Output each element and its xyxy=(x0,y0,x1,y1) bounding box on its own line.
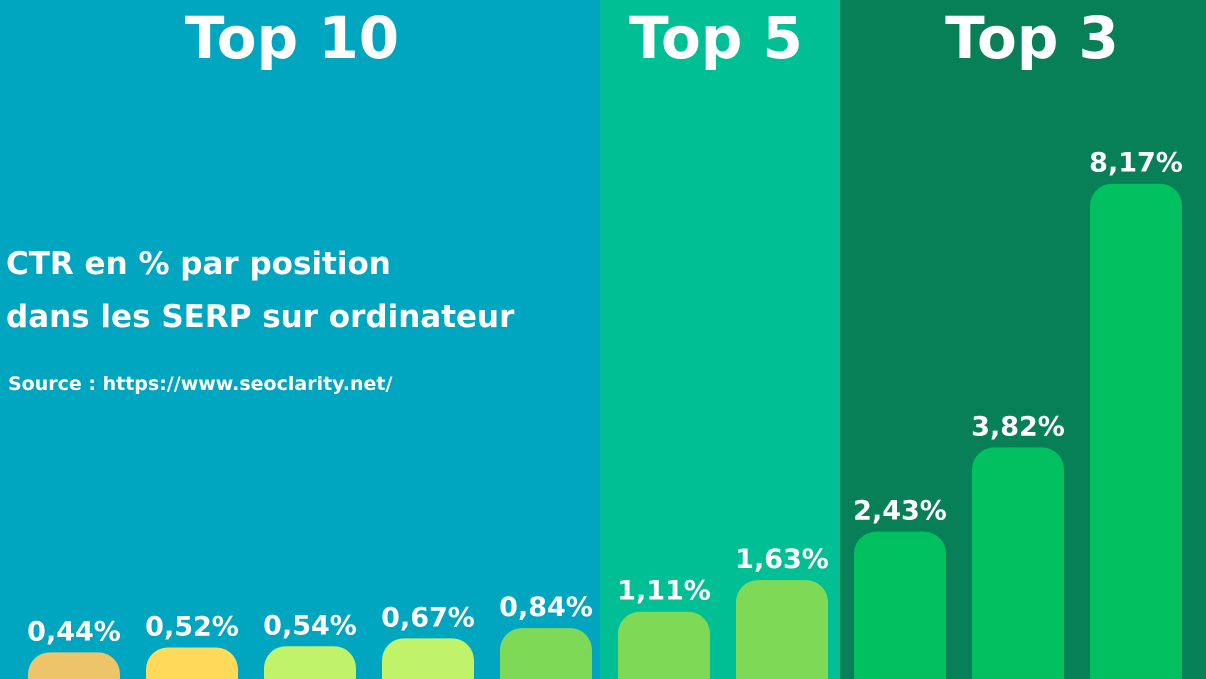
chart-title: dans les SERP sur ordinateur xyxy=(6,299,515,335)
value-label: 0,84% xyxy=(499,592,593,623)
bar xyxy=(854,531,946,679)
bar xyxy=(736,580,828,679)
bar xyxy=(264,646,356,679)
bar xyxy=(618,611,710,679)
bar xyxy=(1090,183,1182,679)
source: Source : https://www.seoclarity.net/ xyxy=(8,373,393,395)
value-label: 0,44% xyxy=(27,616,121,647)
section-bg xyxy=(600,0,840,679)
value-label: 0,67% xyxy=(381,602,475,633)
bar xyxy=(972,447,1064,679)
section-bg xyxy=(0,0,600,679)
value-label: 2,43% xyxy=(853,496,947,527)
chart-title: CTR en % par position xyxy=(6,246,391,282)
section-title: Top 5 xyxy=(629,4,803,72)
value-label: 1,11% xyxy=(617,576,711,607)
bar xyxy=(28,652,120,679)
value-label: 1,63% xyxy=(735,544,829,575)
bar xyxy=(500,628,592,679)
value-label: 0,54% xyxy=(263,610,357,641)
section-title: Top 10 xyxy=(185,4,399,72)
value-label: 8,17% xyxy=(1089,148,1183,179)
bar xyxy=(382,638,474,679)
value-label: 3,82% xyxy=(971,411,1065,442)
section-title: Top 3 xyxy=(945,4,1119,72)
value-label: 0,52% xyxy=(145,611,239,642)
bar xyxy=(146,647,238,679)
